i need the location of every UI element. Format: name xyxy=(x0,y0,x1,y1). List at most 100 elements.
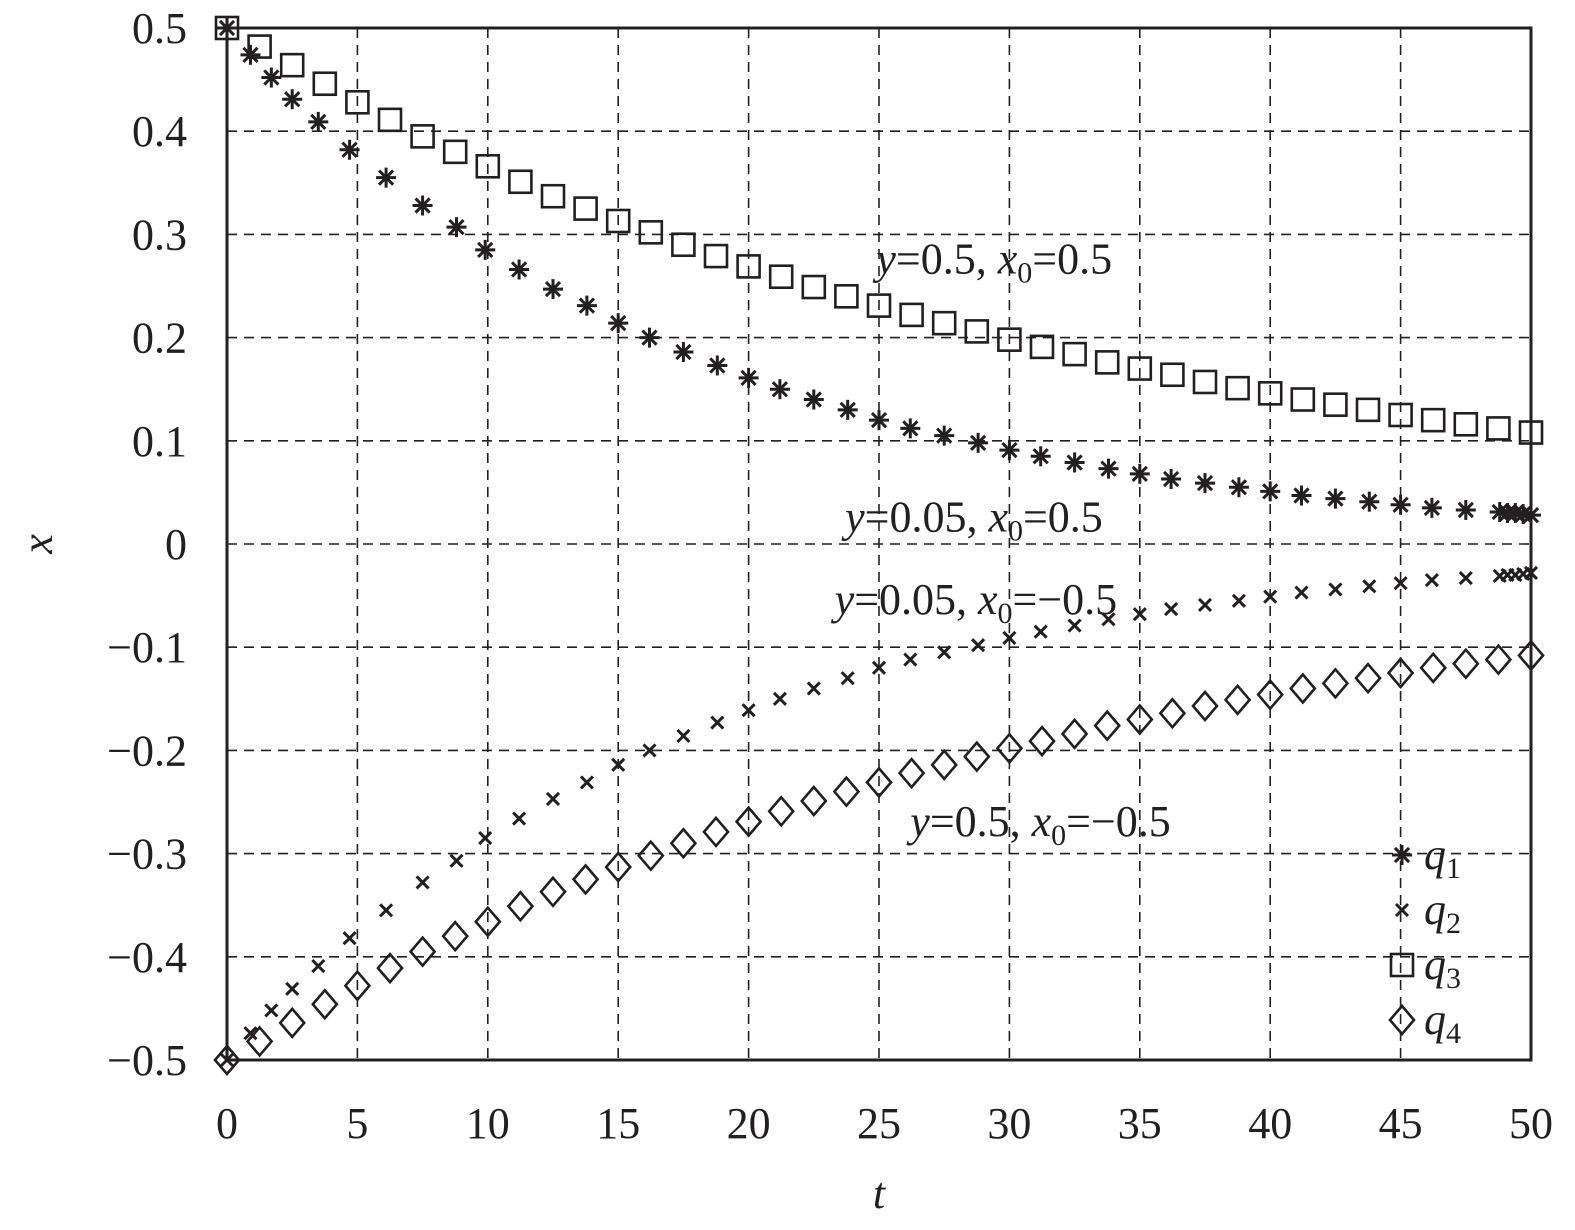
x-tick-label: 30 xyxy=(987,1099,1031,1148)
point-q3 xyxy=(997,327,1022,352)
point-q3 xyxy=(1486,416,1511,441)
point-q2 xyxy=(1231,593,1246,608)
series-annotation: y=0.05, x0=−0.5 xyxy=(831,575,1118,630)
legend-label-base: q xyxy=(1424,995,1446,1044)
point-q3 xyxy=(1323,392,1348,417)
point-q1 xyxy=(769,379,790,400)
point-q3 xyxy=(801,274,827,300)
point-q2 xyxy=(1328,582,1343,597)
annotation-text-part: 0 xyxy=(1051,819,1066,852)
annotation-text-part: y xyxy=(831,575,855,624)
annotation-text-part: 0 xyxy=(1008,515,1023,548)
annotation-text-part: =0.05, xyxy=(854,575,978,624)
point-q4 xyxy=(865,766,893,799)
legend-label: q1 xyxy=(1424,830,1461,885)
x-tick-labels: 0 5 10 15 20 25 30 35 40 45 50 xyxy=(216,1099,1553,1148)
point-q1 xyxy=(1064,452,1085,473)
annotation-text-part: x xyxy=(1031,797,1052,846)
point-q4 xyxy=(506,890,535,923)
point-q4 xyxy=(669,827,698,860)
point-q4 xyxy=(1223,683,1252,716)
point-q4 xyxy=(1321,667,1350,700)
point-q2 xyxy=(971,638,986,653)
point-q1 xyxy=(282,89,303,110)
point-q2 xyxy=(243,1026,258,1041)
point-q3 xyxy=(931,310,957,336)
point-q1 xyxy=(707,355,728,376)
point-q4 xyxy=(1289,672,1317,705)
annotation-text-part: y xyxy=(841,493,865,542)
legend-item-q4: q4 xyxy=(1388,995,1461,1050)
point-q3 xyxy=(703,243,729,269)
point-q3 xyxy=(1420,407,1446,433)
legend-marker-q3 xyxy=(1389,952,1415,978)
point-q1 xyxy=(1359,491,1380,512)
point-q2 xyxy=(1424,573,1439,588)
point-q1 xyxy=(1228,477,1249,498)
point-q3 xyxy=(1225,375,1250,401)
point-q1 xyxy=(475,239,496,260)
point-q3 xyxy=(1192,369,1218,395)
point-q3 xyxy=(1388,402,1413,428)
point-q2 xyxy=(676,728,691,744)
y-tick-label: 0 xyxy=(165,520,187,569)
point-q2 xyxy=(285,981,300,996)
point-q4 xyxy=(702,815,730,848)
legend-marker-q4 xyxy=(1388,1004,1416,1036)
legend-item-q1: q1 xyxy=(1392,830,1461,885)
point-q4 xyxy=(637,839,665,872)
point-q3 xyxy=(768,264,794,290)
legend-label: q2 xyxy=(1424,885,1461,940)
point-q1 xyxy=(240,44,261,65)
point-q2 xyxy=(1132,607,1147,622)
point-q2 xyxy=(772,691,787,706)
annotations: y=0.5, x0=0.5y=0.05, x0=0.5y=0.05, x0=−0… xyxy=(831,235,1171,852)
point-q4 xyxy=(343,969,372,1002)
annotation-text-part: =0.5 xyxy=(1032,235,1112,284)
annotation-text-part: x xyxy=(997,235,1018,284)
point-q2 xyxy=(806,681,821,696)
point-q2 xyxy=(1101,612,1116,627)
point-q4 xyxy=(1191,690,1219,723)
point-q4 xyxy=(408,935,437,968)
point-q1 xyxy=(509,259,530,280)
point-q3 xyxy=(1029,334,1055,360)
point-q1 xyxy=(999,440,1020,461)
point-q2 xyxy=(379,903,394,918)
annotation-text-part: 0 xyxy=(1017,257,1032,290)
legend-label-base: q xyxy=(1424,940,1446,989)
point-q2 xyxy=(903,652,918,667)
point-q3 xyxy=(671,232,696,258)
point-q3 xyxy=(834,284,859,309)
point-q2 xyxy=(1362,579,1377,594)
legend-marker-q1 xyxy=(1392,845,1412,865)
point-q2 xyxy=(1164,601,1179,617)
point-q2 xyxy=(512,811,527,826)
point-q4 xyxy=(441,920,469,953)
point-q4 xyxy=(604,851,632,884)
point-q1 xyxy=(1260,481,1281,502)
point-q3 xyxy=(345,90,370,115)
point-q3 xyxy=(1290,387,1316,412)
annotation-text-part: y xyxy=(872,235,896,284)
point-q1 xyxy=(1390,494,1411,515)
annotation-text-part: =−0.5 xyxy=(1066,797,1171,846)
point-q1 xyxy=(869,410,889,431)
annotation-text-part: 0 xyxy=(998,597,1013,630)
point-q1 xyxy=(837,399,858,420)
point-q3 xyxy=(1355,397,1381,423)
point-q2 xyxy=(871,660,887,675)
point-q3 xyxy=(1127,356,1153,381)
y-axis-label: x xyxy=(13,534,62,555)
point-q4 xyxy=(1452,647,1480,680)
point-q2 xyxy=(415,875,430,890)
point-q3 xyxy=(1094,350,1120,375)
point-q2 xyxy=(545,791,561,806)
annotation-text-part: =0.5, xyxy=(930,797,1032,846)
point-q1 xyxy=(339,139,360,160)
point-q2 xyxy=(1294,585,1309,600)
legend-label: q4 xyxy=(1424,995,1461,1050)
x-tick-label: 15 xyxy=(596,1099,640,1148)
point-q3 xyxy=(410,124,435,149)
y-tick-label: 0.1 xyxy=(132,417,187,466)
